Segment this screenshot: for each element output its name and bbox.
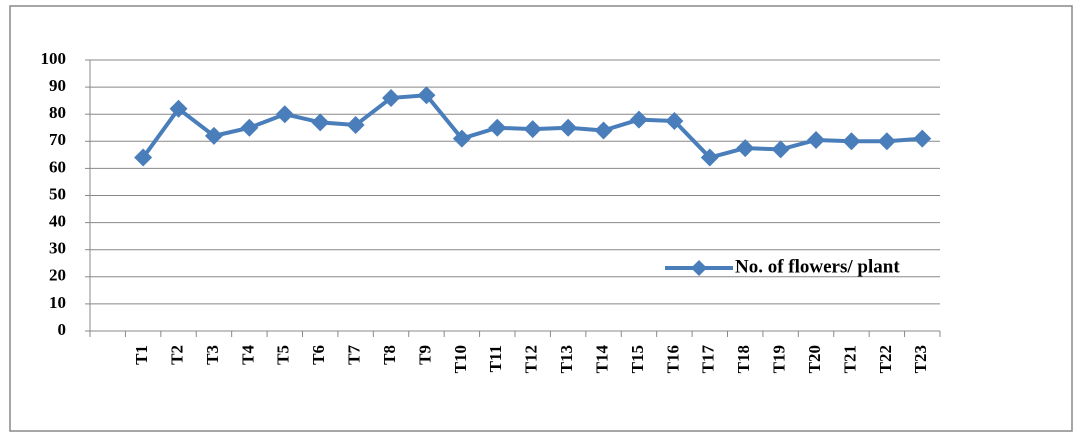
x-tick-label: T6	[309, 345, 328, 365]
y-tick-label: 30	[49, 239, 66, 258]
y-tick-label: 70	[49, 130, 66, 149]
marker	[559, 118, 578, 137]
y-tick-label: 50	[49, 184, 66, 203]
marker	[452, 129, 471, 148]
x-tick-label: T16	[663, 345, 682, 373]
marker	[488, 118, 507, 137]
marker	[736, 139, 755, 158]
x-tick-label: T19	[770, 345, 789, 373]
x-tick-label: T8	[380, 345, 399, 365]
y-tick-label: 0	[58, 320, 67, 339]
x-tick-label: T2	[167, 345, 186, 365]
marker	[134, 148, 153, 167]
x-tick-label: T4	[238, 345, 257, 365]
x-tick-label: T20	[805, 345, 824, 373]
marker	[877, 132, 896, 151]
x-tick-label: T22	[876, 345, 895, 373]
x-tick-label: T5	[274, 345, 293, 365]
y-tick-label: 60	[49, 157, 66, 176]
marker	[417, 86, 436, 105]
x-tick-label: T21	[840, 345, 859, 373]
x-tick-label: T11	[486, 345, 505, 372]
x-tick-label: T7	[345, 345, 364, 365]
marker	[665, 111, 684, 130]
x-tick-label: T23	[911, 345, 930, 373]
x-tick-label: T3	[203, 345, 222, 365]
legend-marker	[691, 260, 707, 276]
x-tick-label: T13	[557, 345, 576, 373]
x-tick-label: T17	[699, 345, 718, 374]
y-tick-label: 40	[49, 212, 66, 231]
x-tick-label: T12	[522, 345, 541, 373]
x-tick-label: T9	[415, 345, 434, 365]
marker	[311, 113, 330, 132]
marker	[771, 140, 790, 159]
marker	[629, 110, 648, 129]
marker	[204, 126, 223, 145]
marker	[807, 130, 826, 149]
marker	[523, 120, 542, 139]
marker	[913, 129, 932, 148]
marker	[275, 105, 294, 124]
marker	[594, 121, 613, 140]
legend-label: No. of flowers/ plant	[735, 256, 900, 277]
x-tick-label: T18	[734, 345, 753, 373]
x-tick-label: T1	[132, 345, 151, 365]
y-tick-label: 10	[49, 293, 66, 312]
marker	[842, 132, 861, 151]
x-tick-label: T15	[628, 345, 647, 373]
y-tick-label: 100	[41, 49, 67, 68]
marker	[240, 118, 259, 137]
marker	[169, 99, 188, 118]
y-tick-label: 90	[49, 76, 66, 95]
marker	[346, 116, 365, 135]
x-tick-label: T10	[451, 345, 470, 373]
marker	[700, 148, 719, 167]
x-tick-label: T14	[592, 345, 611, 374]
frame	[9, 5, 1073, 432]
marker	[382, 88, 401, 107]
y-tick-label: 80	[49, 103, 66, 122]
y-tick-label: 20	[49, 266, 66, 285]
